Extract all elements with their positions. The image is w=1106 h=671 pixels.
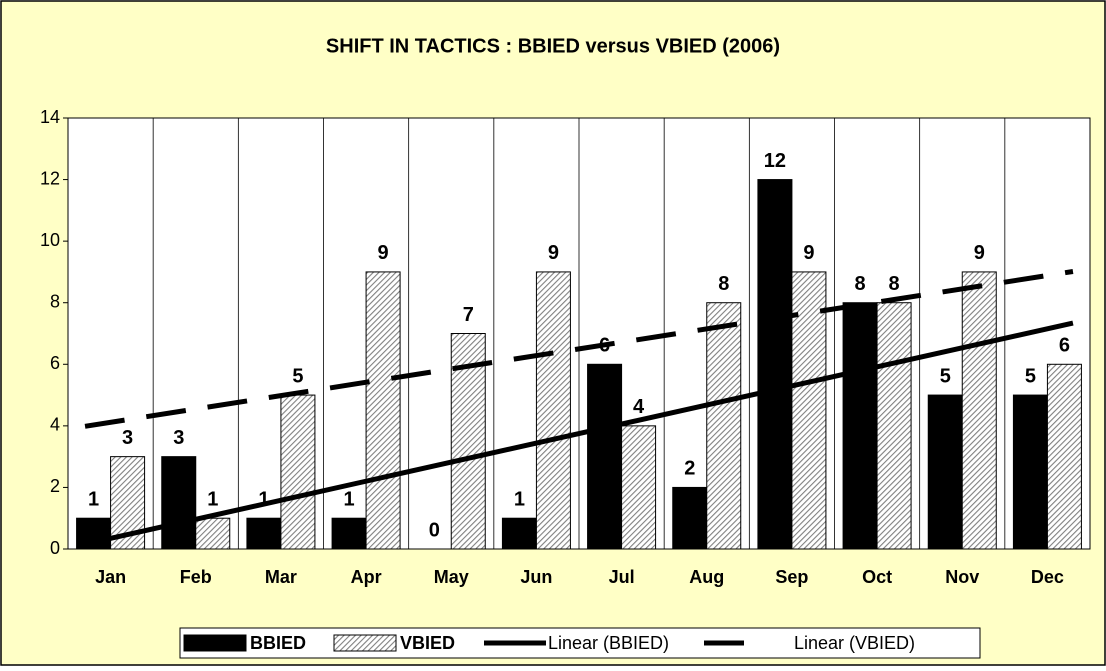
x-tick-label: Dec	[1031, 567, 1064, 587]
bar	[927, 394, 963, 550]
legend-label: BBIED	[250, 633, 306, 653]
bar	[672, 486, 708, 550]
y-tick-label: 14	[40, 107, 60, 127]
x-tick-label: Jun	[520, 567, 552, 587]
data-label: 3	[173, 427, 184, 449]
chart-title: SHIFT IN TACTICS : BBIED versus VBIED (2…	[326, 35, 780, 57]
bar	[757, 179, 793, 550]
x-tick-label: Jul	[609, 567, 635, 587]
y-tick-label: 4	[50, 415, 60, 435]
data-label: 9	[548, 242, 559, 264]
y-tick-label: 10	[40, 230, 60, 250]
bar	[246, 517, 282, 550]
bar	[876, 302, 912, 550]
trendline	[84, 320, 1074, 547]
data-label: 3	[122, 427, 133, 449]
y-tick-label: 6	[50, 353, 60, 373]
bar	[961, 271, 997, 550]
x-tick-label: Mar	[265, 567, 297, 587]
data-label: 1	[344, 488, 355, 510]
bar	[706, 302, 742, 550]
bar	[365, 271, 401, 550]
y-tick-label: 12	[40, 168, 60, 188]
data-label: 8	[889, 273, 900, 295]
data-label: 12	[764, 150, 786, 172]
x-tick-label: Nov	[945, 567, 979, 587]
bar	[587, 363, 623, 550]
legend-swatch	[183, 634, 247, 652]
x-tick-label: Feb	[180, 567, 212, 587]
bar	[621, 425, 657, 550]
data-label: 1	[514, 488, 525, 510]
data-label: 9	[378, 242, 389, 264]
legend-label: Linear (BBIED)	[548, 633, 669, 653]
bar	[195, 517, 231, 550]
bar	[1046, 363, 1082, 550]
x-tick-label: Aug	[689, 567, 724, 587]
y-tick-label: 8	[50, 291, 60, 311]
bar	[791, 271, 827, 550]
data-label: 0	[429, 519, 440, 541]
bar	[842, 302, 878, 550]
bar	[1012, 394, 1048, 550]
bar	[161, 456, 197, 550]
x-tick-label: Jan	[95, 567, 126, 587]
legend-swatch	[333, 634, 397, 652]
data-label: 1	[88, 488, 99, 510]
y-tick-label: 0	[50, 538, 60, 558]
data-label: 7	[463, 304, 474, 326]
bar	[501, 517, 537, 550]
bar	[280, 394, 316, 550]
x-tick-label: Oct	[862, 567, 892, 587]
data-label: 8	[855, 273, 866, 295]
data-label: 5	[292, 365, 303, 387]
data-label: 9	[803, 242, 814, 264]
bar	[331, 517, 367, 550]
legend-label: VBIED	[400, 633, 455, 653]
data-label: 2	[684, 458, 695, 480]
legend-label: Linear (VBIED)	[794, 633, 915, 653]
trendline	[84, 269, 1074, 429]
y-tick-label: 2	[50, 476, 60, 496]
data-label: 9	[974, 242, 985, 264]
data-label: 8	[718, 273, 729, 295]
data-label: 4	[633, 396, 645, 418]
x-tick-label: Sep	[775, 567, 808, 587]
bar	[535, 271, 571, 550]
data-label: 6	[1059, 335, 1070, 357]
data-label: 5	[940, 365, 951, 387]
data-label: 1	[258, 488, 269, 510]
data-label: 1	[207, 488, 218, 510]
x-tick-label: Apr	[351, 567, 382, 587]
x-tick-label: May	[434, 567, 469, 587]
legend	[179, 627, 981, 659]
data-label: 5	[1025, 365, 1036, 387]
